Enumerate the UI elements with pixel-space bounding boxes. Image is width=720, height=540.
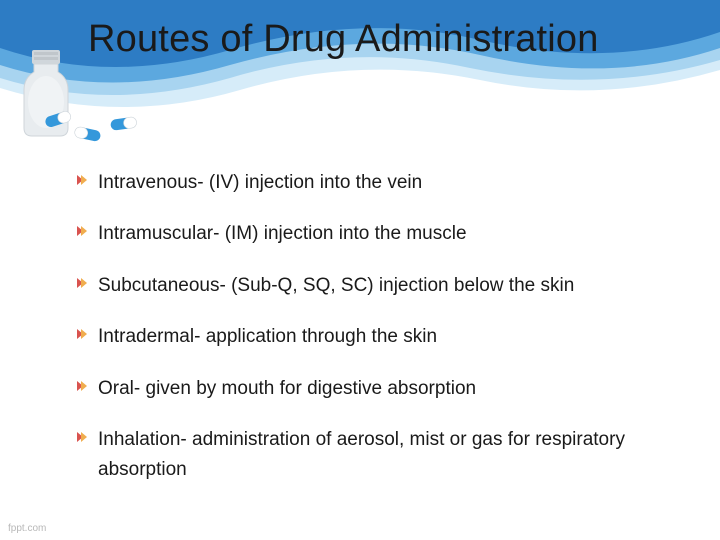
- list-item: Oral- given by mouth for digestive absor…: [98, 374, 678, 403]
- list-item-text: Intravenous- (IV) injection into the vei…: [98, 172, 422, 193]
- list-item: Intramuscular- (IM) injection into the m…: [98, 219, 678, 248]
- slide-title: Routes of Drug Administration: [88, 18, 599, 61]
- list-item: Intravenous- (IV) injection into the vei…: [98, 168, 678, 197]
- bullet-icon: [76, 225, 88, 237]
- bullet-icon: [76, 174, 88, 186]
- list-item-text: Inhalation- administration of aerosol, m…: [98, 429, 625, 479]
- list-item-text: Intradermal- application through the ski…: [98, 326, 437, 347]
- list-item-text: Intramuscular- (IM) injection into the m…: [98, 223, 467, 244]
- watermark-text: fppt.com: [8, 523, 46, 534]
- list-item: Inhalation- administration of aerosol, m…: [98, 425, 678, 484]
- bullet-icon: [76, 328, 88, 340]
- list-item: Intradermal- application through the ski…: [98, 322, 678, 351]
- list-item-text: Oral- given by mouth for digestive absor…: [98, 378, 476, 399]
- bullet-icon: [76, 277, 88, 289]
- bullet-icon: [76, 380, 88, 392]
- list-item-text: Subcutaneous- (Sub-Q, SQ, SC) injection …: [98, 275, 574, 296]
- bullet-icon: [76, 431, 88, 443]
- pills-icon: [40, 110, 160, 158]
- list-item: Subcutaneous- (Sub-Q, SQ, SC) injection …: [98, 271, 678, 300]
- bullet-list: Intravenous- (IV) injection into the vei…: [98, 168, 678, 506]
